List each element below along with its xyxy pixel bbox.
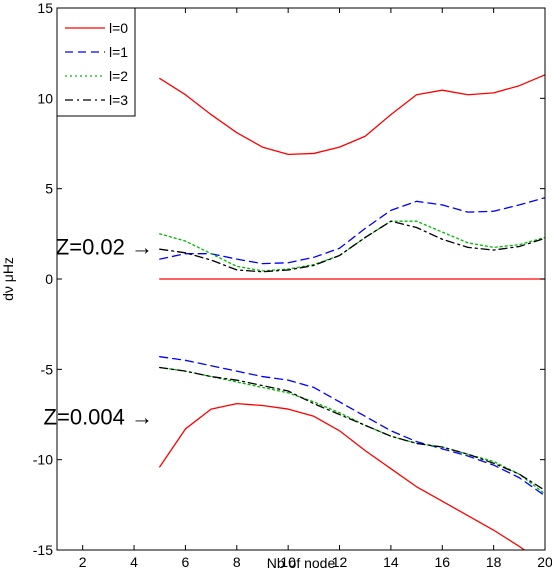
series-line-l-1-lower: [159, 356, 545, 497]
series-layer: [159, 74, 545, 550]
x-tick-label: 6: [182, 554, 190, 570]
legend-label-l-1: l=1: [109, 44, 128, 60]
y-axis-label: dν μHz: [0, 257, 16, 301]
x-tick-label: 8: [233, 554, 241, 570]
x-tick-label: 10: [280, 554, 296, 570]
x-tick-label: 18: [486, 554, 502, 570]
y-tick-label: -15: [33, 542, 53, 558]
x-tick-label: 4: [130, 554, 138, 570]
y-tick-label: -10: [33, 452, 53, 468]
x-tick-label: 20: [537, 554, 552, 570]
legend-label-l-0: l=0: [109, 20, 128, 36]
series-line-l-3-upper: [159, 220, 545, 273]
legend-label-l-2: l=2: [109, 68, 128, 84]
series-line-l-3-lower: [159, 366, 545, 492]
series-line-l-1-upper: [159, 197, 545, 265]
y-tick-label: -5: [41, 361, 54, 377]
series-line-l-2-lower: [159, 366, 545, 495]
axes: 2 4 6 8 10 12 14 16 18 20 -15 -10 -5 0 5 10 15: [33, 0, 552, 570]
x-tick-label: 2: [79, 554, 87, 570]
x-tick-label: 14: [383, 554, 399, 570]
y-tick-label: 10: [37, 90, 53, 106]
x-tick-label: 12: [332, 554, 348, 570]
x-axis-label: Nb of node: [267, 555, 336, 570]
annotation-label: Z=0.004 →: [44, 404, 153, 429]
legend-label-l-3: l=3: [109, 92, 128, 108]
series-line-l-0-lower: [159, 403, 526, 550]
series-line-l-0-upper: [159, 74, 545, 155]
x-tick-label: 16: [434, 554, 450, 570]
legend-box: [56, 7, 136, 117]
y-tick-label: 5: [45, 181, 53, 197]
y-tick-label: 0: [45, 271, 53, 287]
annotation-label: Z=0.02 →: [56, 234, 153, 259]
y-tick-label: 15: [37, 0, 53, 16]
legend: l=0 l=1 l=2 l=3: [56, 7, 136, 117]
annotations: Z=0.02 → Z=0.004 →: [44, 234, 153, 429]
